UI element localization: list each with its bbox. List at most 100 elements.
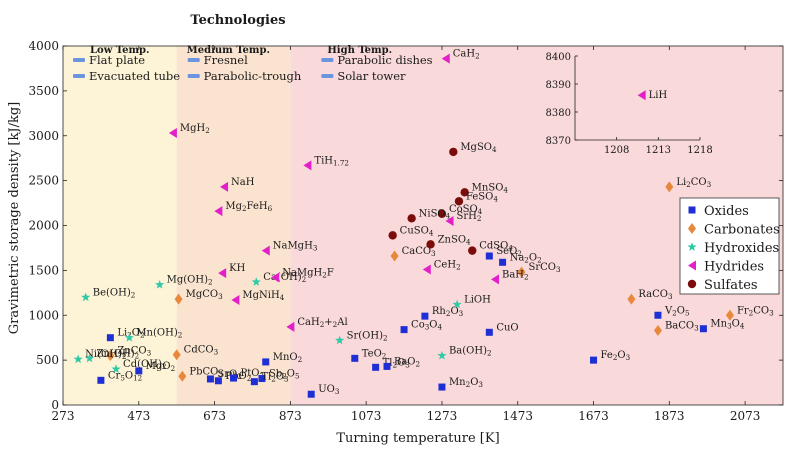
point-hydrides [271,272,280,283]
point-carbonates [725,309,734,321]
point-hydroxides [73,354,83,364]
point-oxides [421,312,429,320]
point-sulfates [437,209,447,219]
point-label: BaO2 [394,356,420,368]
point-hydrides [231,294,240,305]
y-tick-label: 500 [36,353,59,367]
point-hydroxides [84,353,95,363]
point-label: RaCO3 [638,289,673,301]
point-label: Tl2O3 [383,357,411,369]
point-hydroxides [155,279,165,289]
x-tick-label: 873 [279,409,302,423]
point-label: MgCO3 [186,289,224,301]
point-label: CaCO3 [402,246,436,258]
point-carbonates [627,293,636,305]
x-tick-label: 1073 [351,409,382,423]
point-label: Mg2FeH6 [225,201,272,213]
point-label: Mn(OH)2 [136,328,182,340]
legend-marker-hydrides [688,260,696,271]
axes: 273 473 673 873 1073 1273 1473 1673 1873 2073 0 500… [28,39,784,423]
point-label: NaMgH3 [273,241,318,253]
point-label: Li2CO3 [676,177,711,189]
technology-labels: Low Temp.Flat plate Evacuated tube Medium … [73,45,433,83]
point-hydrides [422,264,431,275]
point-sulfates [468,246,477,255]
x-tick-label: 273 [52,409,75,423]
point-label: CaH2+2Al [297,317,347,329]
point-label: CdCO3 [184,345,219,357]
y-tick-label: 2500 [28,174,59,188]
tech-marker [321,74,334,78]
point-label: ZnCO3 [117,346,151,358]
point-label: Ba(OH)2 [449,346,492,358]
x-tick-label: 1473 [502,409,533,423]
x-tick-label: 1673 [578,409,609,423]
point-sulfates [407,214,416,223]
point-label: NiSO4 [419,208,451,220]
point-label: MgO2 [146,361,175,373]
point-hydroxides [452,299,462,309]
point-label: PbCO3 [189,366,223,378]
point-label: Na2O2 [510,252,542,264]
point-label: BaH2 [502,269,529,281]
tech-marker [73,74,85,78]
point-label: V2O5 [664,305,690,317]
point-label: Tl2O3 [261,372,289,384]
inset-y-tick-label: 8370 [546,136,571,147]
point-label: BaCO3 [665,321,699,333]
inset-y-tick-label: 8380 [546,108,571,119]
tech-label: Evacuated tube [89,69,180,83]
legend-label: Hydrides [704,260,764,275]
point-carbonates [653,325,662,337]
point-oxides [214,377,222,385]
legend-marker-hydroxides [687,242,697,251]
x-axis-label: Turning temperature [K] [336,431,499,446]
point-oxides [135,367,143,375]
point-oxides [97,376,105,384]
inset-x-tick-label: 1218 [687,145,712,156]
point-carbonates [178,370,187,382]
region-label: High Temp. [327,45,392,56]
inset-x-tick-label: 1213 [646,145,671,156]
point-label: CoSO4 [449,204,483,216]
tech-marker [73,58,85,62]
tech-label: Parabolic dishes [337,53,432,67]
point-sulfates [388,231,397,240]
point-label: SeO2 [496,246,522,258]
point-label: SrO2 [217,369,241,381]
point-hydroxides [111,364,121,373]
point-label: MnO2 [273,352,302,364]
tech-marker [187,74,200,78]
point-hydroxides [437,350,447,360]
legend-marker-carbonates [688,223,696,234]
legend-marker-oxides [688,206,696,214]
point-hydrides [218,268,227,279]
point-sulfates [454,197,464,206]
legend-label: Hydroxides [704,241,779,256]
point-label: Sr(OH)2 [347,330,388,342]
point-carbonates [517,266,526,278]
point-label: Mn2O3 [449,377,483,389]
point-hydrides [491,274,499,285]
inset-chart: 1208 1213 1218 8370 8380 8390 8400 LiH [546,52,713,156]
point-hydrides [286,321,295,332]
legend-label: Oxides [704,204,749,219]
point-label: TiH1.72 [314,155,349,167]
point-label: CaH2 [453,49,480,61]
inset-y-tick-label: 8400 [546,52,571,63]
tech-label: Parabolic-trough [204,69,302,83]
point-label: MnSO4 [472,182,509,194]
point-oxides [438,383,446,391]
x-tick-label: 1273 [427,409,458,423]
y-tick-label: 4000 [28,39,59,53]
point-hydrides [261,245,270,256]
point-label: Fe2O3 [601,350,631,362]
legend: Oxides Carbonates Hydroxides Hydrides Sulfat… [679,197,780,295]
point-oxides [230,374,238,382]
point-label: SrCO3 [529,262,561,274]
tech-marker [321,58,334,62]
legend-marker-sulfates [687,279,697,289]
point-oxides [590,356,598,364]
y-tick-label: 1500 [28,263,59,277]
region-1 [176,46,291,405]
